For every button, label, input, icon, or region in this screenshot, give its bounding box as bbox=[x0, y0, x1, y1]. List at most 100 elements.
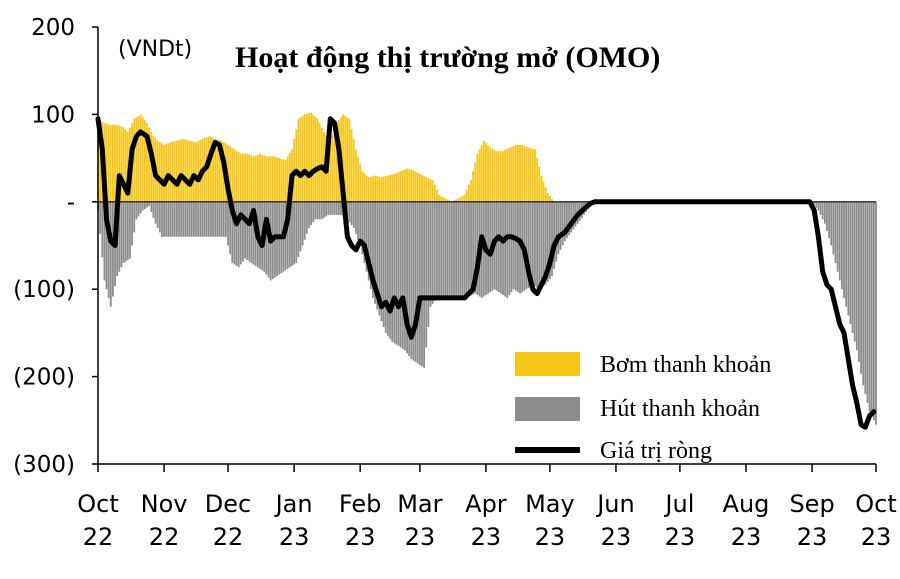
bar-withdraw-20 bbox=[139, 201, 142, 214]
bar-withdraw-60 bbox=[224, 201, 227, 237]
bar-withdraw-47 bbox=[197, 201, 200, 237]
bar-inject-123 bbox=[359, 163, 362, 202]
bar-withdraw-98 bbox=[305, 201, 308, 234]
x-tick-month-11: Sep bbox=[789, 490, 834, 518]
bar-inject-153 bbox=[423, 176, 426, 202]
bar-inject-39 bbox=[180, 139, 183, 202]
bar-withdraw-161 bbox=[440, 201, 443, 298]
bar-withdraw-192 bbox=[506, 201, 509, 298]
bar-inject-21 bbox=[141, 117, 144, 202]
bar-withdraw-102 bbox=[314, 201, 317, 220]
bar-inject-24 bbox=[148, 127, 151, 202]
bar-withdraw-157 bbox=[431, 201, 434, 304]
bar-withdraw-4 bbox=[105, 201, 108, 290]
bar-inject-184 bbox=[489, 147, 492, 202]
bar-withdraw-48 bbox=[199, 201, 202, 237]
bar-inject-28 bbox=[156, 140, 159, 202]
bar-withdraw-358 bbox=[860, 201, 862, 374]
bar-inject-96 bbox=[301, 115, 304, 202]
bar-withdraw-42 bbox=[186, 201, 189, 237]
bar-inject-154 bbox=[425, 177, 428, 202]
bar-inject-144 bbox=[404, 169, 406, 202]
bar-inject-58 bbox=[220, 140, 223, 202]
bar-withdraw-195 bbox=[512, 201, 515, 290]
bar-inject-187 bbox=[495, 151, 498, 202]
x-tick-month-1: Nov bbox=[141, 490, 188, 518]
bar-inject-111 bbox=[333, 128, 336, 202]
bar-withdraw-204 bbox=[531, 201, 534, 285]
bar-inject-193 bbox=[508, 147, 511, 202]
bar-inject-189 bbox=[499, 151, 502, 202]
bar-withdraw-187 bbox=[495, 201, 498, 291]
bar-inject-62 bbox=[229, 146, 232, 202]
bar-inject-94 bbox=[297, 118, 300, 202]
bar-withdraw-156 bbox=[429, 201, 432, 307]
bar-withdraw-136 bbox=[386, 201, 389, 336]
bar-inject-54 bbox=[212, 137, 215, 202]
bar-withdraw-61 bbox=[227, 201, 229, 246]
bar-withdraw-350 bbox=[843, 201, 845, 298]
bar-withdraw-121 bbox=[355, 201, 357, 234]
bar-withdraw-100 bbox=[310, 201, 313, 226]
bar-withdraw-68 bbox=[242, 201, 244, 262]
bar-withdraw-170 bbox=[459, 201, 462, 298]
bar-inject-185 bbox=[491, 148, 494, 202]
bar-withdraw-361 bbox=[866, 201, 869, 403]
bar-withdraw-114 bbox=[340, 201, 342, 215]
bar-withdraw-27 bbox=[154, 201, 157, 224]
bar-inject-188 bbox=[497, 151, 500, 202]
bar-inject-30 bbox=[161, 143, 163, 202]
x-tick-year-12: 23 bbox=[861, 523, 892, 551]
bar-withdraw-173 bbox=[465, 201, 468, 297]
bar-inject-68 bbox=[242, 153, 244, 202]
bar-inject-137 bbox=[389, 174, 391, 202]
bar-inject-17 bbox=[133, 118, 136, 202]
bar-withdraw-359 bbox=[862, 201, 865, 386]
bar-inject-66 bbox=[237, 152, 240, 202]
bar-withdraw-357 bbox=[858, 201, 860, 363]
bar-inject-182 bbox=[485, 142, 487, 202]
bar-withdraw-41 bbox=[184, 201, 187, 237]
bar-inject-43 bbox=[188, 140, 191, 202]
bar-inject-89 bbox=[286, 156, 289, 202]
bar-inject-104 bbox=[318, 123, 321, 202]
bar-inject-175 bbox=[470, 179, 472, 202]
bar-withdraw-151 bbox=[418, 201, 421, 365]
bar-withdraw-222 bbox=[570, 201, 573, 233]
bar-inject-42 bbox=[186, 140, 189, 202]
x-tick-year-5: 23 bbox=[405, 523, 436, 551]
bar-inject-117 bbox=[346, 117, 349, 202]
bar-withdraw-340 bbox=[821, 201, 824, 220]
bar-withdraw-96 bbox=[301, 201, 304, 246]
bar-withdraw-353 bbox=[849, 201, 852, 325]
bar-inject-134 bbox=[382, 176, 385, 202]
unit-label: (VNDt) bbox=[118, 37, 192, 62]
bar-withdraw-203 bbox=[529, 201, 532, 287]
bar-inject-178 bbox=[476, 153, 479, 202]
bar-inject-213 bbox=[551, 198, 553, 202]
bar-withdraw-21 bbox=[141, 201, 144, 211]
bar-inject-4 bbox=[105, 123, 108, 202]
bar-withdraw-197 bbox=[517, 201, 519, 293]
bar-inject-22 bbox=[143, 120, 146, 202]
bar-withdraw-216 bbox=[557, 201, 560, 255]
bar-inject-152 bbox=[421, 174, 423, 202]
bar-withdraw-345 bbox=[832, 201, 835, 255]
bar-inject-131 bbox=[376, 176, 379, 202]
bar-inject-149 bbox=[414, 171, 417, 202]
bar-withdraw-67 bbox=[239, 201, 242, 265]
bar-withdraw-97 bbox=[303, 201, 306, 240]
bar-withdraw-32 bbox=[165, 201, 168, 237]
bar-withdraw-167 bbox=[453, 201, 455, 298]
bar-inject-202 bbox=[527, 147, 530, 202]
bar-withdraw-29 bbox=[158, 201, 161, 233]
bar-inject-8 bbox=[114, 124, 116, 202]
bar-withdraw-79 bbox=[265, 201, 268, 275]
bar-inject-135 bbox=[384, 176, 387, 202]
bar-inject-1 bbox=[99, 120, 102, 202]
bar-withdraw-141 bbox=[397, 201, 400, 347]
bar-withdraw-174 bbox=[467, 201, 470, 297]
bar-withdraw-219 bbox=[563, 201, 566, 242]
bar-inject-132 bbox=[378, 176, 381, 202]
bar-withdraw-69 bbox=[244, 201, 246, 259]
